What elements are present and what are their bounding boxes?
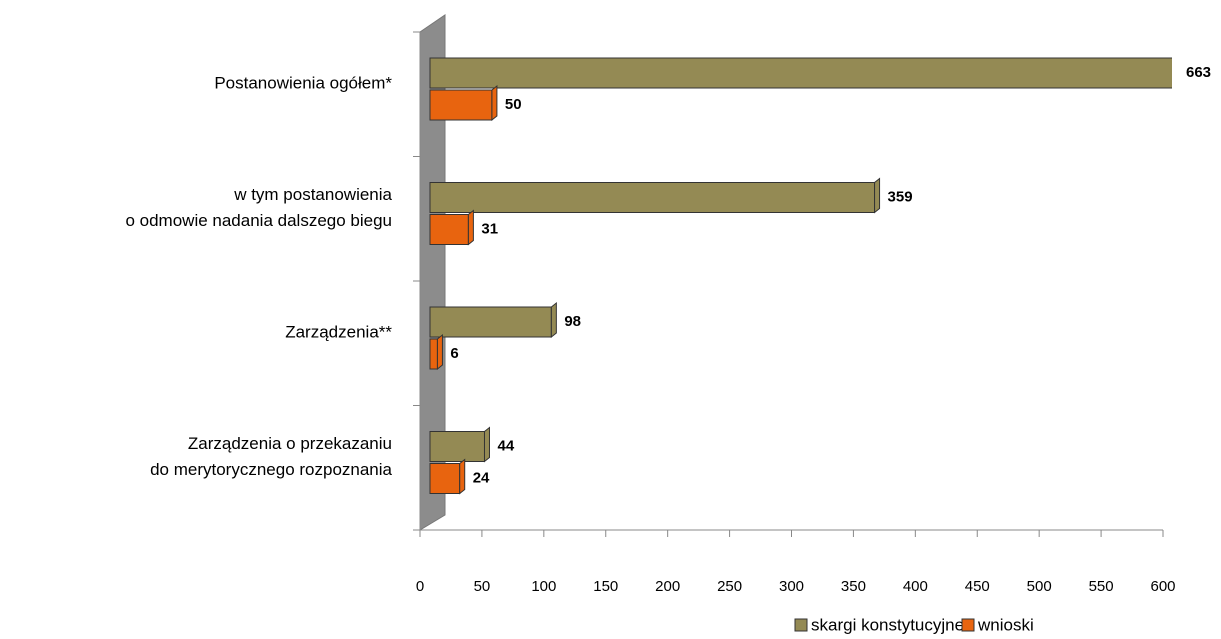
bar [429, 426, 490, 463]
category-label: do merytorycznego rozpoznania [150, 460, 392, 479]
legend-swatch [961, 618, 975, 632]
bar-side [436, 333, 443, 371]
bar-side [550, 301, 557, 339]
bar [429, 54, 1178, 89]
category-label: Zarządzenia o przekazaniu [188, 434, 392, 453]
x-tick-label: 550 [1089, 578, 1114, 595]
bar-front [429, 431, 485, 462]
legend-swatch [794, 618, 808, 632]
x-tick-label: 600 [1150, 578, 1175, 595]
x-tick-label: 300 [779, 578, 804, 595]
bar [429, 458, 466, 495]
bar-side [467, 209, 474, 246]
x-tick-label: 500 [1027, 578, 1052, 595]
category-label: o odmowie nadania dalszego biegu [125, 211, 392, 230]
bar-front [429, 89, 493, 121]
x-tick-label: 150 [593, 578, 618, 595]
value-label: 50 [505, 96, 522, 113]
x-tick-label: 50 [474, 578, 491, 595]
bar-front [429, 182, 876, 213]
category-label: w tym postanowienia [233, 185, 392, 204]
bar-front [429, 57, 1172, 89]
category-label: Postanowienia ogółem* [214, 74, 392, 93]
x-tick-label: 450 [965, 578, 990, 595]
bar-side [483, 426, 490, 463]
bar-side [1173, 54, 1178, 88]
bar-front [429, 463, 461, 494]
x-tick-label: 100 [531, 578, 556, 595]
legend-label: skargi konstytucyjne [811, 615, 964, 634]
value-label: 663 [1186, 64, 1211, 81]
value-label: 24 [473, 469, 490, 486]
bar [429, 301, 557, 339]
x-tick-label: 200 [655, 578, 680, 595]
x-tick-label: 250 [717, 578, 742, 595]
bar [429, 84, 498, 122]
bar-front [429, 214, 469, 245]
value-label: 359 [888, 188, 913, 205]
value-label: 31 [481, 220, 498, 237]
bar [429, 333, 443, 371]
bar-side [459, 458, 466, 495]
value-label: 6 [450, 345, 458, 362]
value-label: 98 [564, 313, 581, 330]
bar [429, 177, 881, 214]
bar-side [874, 177, 881, 214]
bar-front [429, 306, 552, 338]
x-tick-label: 0 [416, 578, 424, 595]
category-label: Zarządzenia** [285, 323, 392, 342]
bar-side [491, 84, 498, 122]
x-tick-label: 400 [903, 578, 928, 595]
x-tick-label: 350 [841, 578, 866, 595]
bar [429, 209, 474, 246]
bar-front [429, 338, 438, 370]
value-label: 44 [497, 437, 514, 454]
legend-label: wnioski [977, 615, 1034, 634]
